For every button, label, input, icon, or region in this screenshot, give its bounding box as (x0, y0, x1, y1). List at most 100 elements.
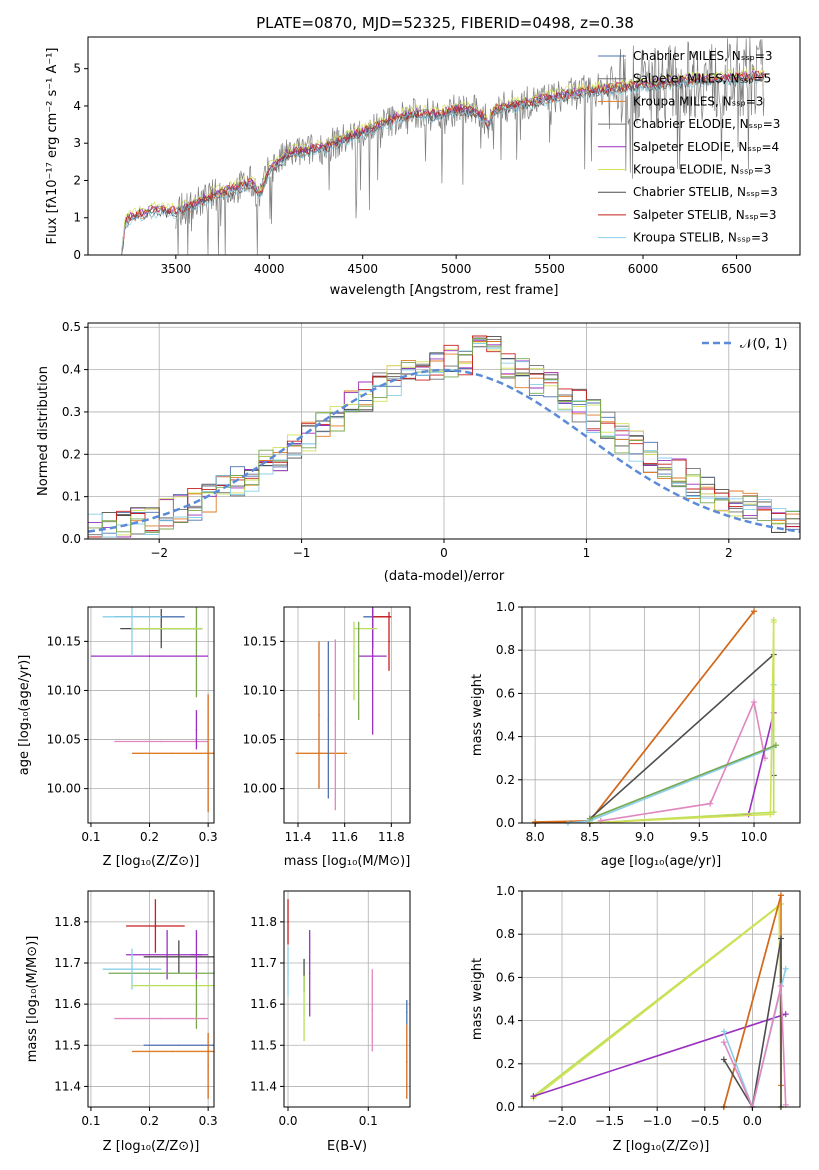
spectrum-xtick-label: 5500 (534, 262, 565, 276)
mass-ebv-panel: 0.0 0.1 11.4 11.5 11.6 11.7 11.8 E(B-V) (250, 890, 411, 1154)
mass-z-point (195, 1003, 198, 1005)
mass-z-xtick-label: 0.2 (140, 1114, 159, 1128)
residual-xtick-label: −2 (150, 546, 168, 560)
age-z-point (207, 752, 209, 755)
residual-xtick-label: −1 (293, 546, 311, 560)
mass-z-xtick-label: 0.3 (199, 1114, 218, 1128)
weight-z-ticks: −2.0 −1.5 −1.0 −0.5 0.0 0.0 0.2 0.4 0.6 0.8 1.0 (496, 884, 762, 1128)
weight-z-xlabel: Z [log₁₀(Z/Z⊙)] (613, 1139, 710, 1154)
weight-age-ytick-label: 0.8 (496, 643, 515, 657)
spectrum-ticks: 3500 4000 4500 5000 5500 6000 6500 0 1 2 3 4 5 (73, 62, 751, 276)
mass-z-point (131, 968, 133, 970)
weight-z-ytick-label: 0.0 (496, 1100, 515, 1114)
age-mass-point (318, 714, 320, 716)
legend-label: Chabrier STELIB, Nₛₛₚ=3 (633, 185, 778, 199)
weight-z-xtick-label: 0.0 (743, 1114, 762, 1128)
residual-xtick-label: 1 (583, 546, 591, 560)
age-z-frame (87, 606, 215, 824)
age-mass-point (327, 719, 330, 721)
mass-z-errorbars (102, 899, 214, 1099)
mass-z-point (172, 984, 174, 987)
weight-z-ytick-label: 0.6 (496, 970, 515, 984)
residual-ytick-label: 0.2 (62, 447, 81, 461)
age-z-ytick-label: 10.00 (47, 782, 81, 796)
mass-ebv-point (287, 921, 289, 923)
weight-age-ytick-label: 0.6 (496, 686, 515, 700)
weight-age-series-line (600, 699, 766, 822)
age-z-xlabel: Z [log₁₀(Z/Z⊙)] (103, 854, 200, 869)
age-z-ylabel: age [log₁₀(age/yr)] (17, 655, 32, 776)
mass-ebv-ytick-label: 11.4 (250, 1079, 277, 1093)
spectrum-ytick-label: 3 (73, 136, 81, 150)
mass-ebv-point (287, 970, 289, 973)
residual-xtick-label: 0 (440, 546, 448, 560)
age-z-panel: 0.1 0.2 0.3 10.00 10.05 10.10 10.15 Z [log₁₀(Z… (17, 606, 218, 869)
mass-z-xtick-label: 0.1 (81, 1114, 100, 1128)
residual-xlabel: (data-model)/error (384, 569, 505, 584)
legend-label: Kroupa ELODIE, Nₛₛₚ=3 (633, 163, 771, 177)
weight-age-series-line (589, 712, 775, 824)
weight-age-xtick-label: 9.5 (690, 830, 709, 844)
mass-ebv-ytick-label: 11.8 (250, 915, 277, 929)
age-z-point (172, 752, 174, 755)
weight-z-ylabel: mass weight (470, 958, 485, 1040)
weight-z-ytick-label: 0.8 (496, 927, 515, 941)
mass-z-point (160, 972, 163, 975)
age-z-point (148, 655, 151, 657)
age-z-ytick-label: 10.15 (47, 634, 81, 648)
weight-z-xtick-label: −1.0 (643, 1114, 672, 1128)
age-mass-panel: 11.4 11.6 11.8 10.00 10.05 10.10 10.15 mass [l… (243, 606, 411, 869)
residual-histograms (87, 335, 801, 539)
weight-z-series-line (723, 985, 787, 1110)
mass-ebv-ytick-label: 11.7 (250, 956, 277, 970)
weight-z-series-line (723, 895, 782, 1108)
spectrum-xtick-label: 3500 (161, 262, 192, 276)
mass-z-ytick-label: 11.6 (54, 997, 81, 1011)
weight-age-ytick-label: 0.0 (496, 816, 515, 830)
mass-z-grid (88, 891, 214, 1107)
mass-ebv-point (303, 1007, 305, 1010)
age-z-xtick-label: 0.2 (140, 830, 159, 844)
mass-ebv-xlabel: E(B-V) (327, 1139, 367, 1154)
weight-z-xtick-label: −0.5 (690, 1114, 719, 1128)
mass-z-ylabel: mass [log₁₀(M/M⊙)] (25, 936, 40, 1063)
age-z-errorbars (90, 607, 214, 813)
legend-label: Kroupa STELIB, Nₛₛₚ=3 (633, 231, 769, 245)
weight-age-series-line (589, 622, 775, 824)
mass-z-ticks: 0.1 0.2 0.3 11.4 11.5 11.6 11.7 11.8 (54, 915, 217, 1128)
age-mass-frame (283, 606, 411, 824)
age-z-point (195, 728, 198, 731)
weight-z-frame (521, 890, 801, 1108)
weight-age-frame (521, 606, 801, 824)
weight-z-ytick-label: 0.2 (496, 1057, 515, 1071)
age-z-point (131, 616, 133, 618)
mass-z-point (172, 1050, 174, 1053)
age-mass-xtick-label: 11.6 (331, 830, 358, 844)
age-z-ticks: 0.1 0.2 0.3 10.00 10.05 10.10 10.15 (47, 634, 218, 844)
age-mass-ytick-label: 10.00 (243, 782, 277, 796)
mass-ebv-point (405, 1060, 408, 1063)
weight-age-ticks: 8.0 8.5 9.0 9.5 10.0 0.0 0.2 0.4 0.6 0.8 1.0 (496, 600, 767, 844)
weight-z-xtick-label: −1.5 (595, 1114, 624, 1128)
mass-ebv-grid (284, 891, 410, 1107)
age-mass-point (353, 660, 355, 662)
spectrum-xtick-label: 6000 (628, 262, 659, 276)
age-mass-point (364, 627, 367, 630)
weight-age-panel: 8.0 8.5 9.0 9.5 10.0 0.0 0.2 0.4 0.6 0.8 1.0 age [… (470, 600, 801, 869)
age-mass-point (371, 655, 374, 657)
residual-ytick-label: 0.4 (62, 363, 81, 377)
weight-age-ylabel: mass weight (470, 674, 485, 756)
residual-ytick-label: 0.0 (62, 532, 81, 546)
legend-label: Salpeter ELODIE, Nₛₛₚ=4 (633, 140, 779, 154)
residual-legend: 𝒩(0, 1) (702, 337, 787, 352)
mass-ebv-point (371, 1009, 374, 1012)
mass-z-frame (87, 890, 215, 1108)
spectrum-ytick-label: 0 (73, 248, 81, 262)
age-z-grid (88, 607, 214, 823)
mass-z-point (207, 1065, 209, 1067)
mass-ebv-frame (283, 890, 411, 1108)
spectrum-title: PLATE=0870, MJD=52325, FIBERID=0498, z=0… (256, 14, 634, 32)
spectrum-xtick-label: 5000 (441, 262, 472, 276)
mass-ebv-xtick-label: 0.1 (359, 1114, 378, 1128)
spectrum-ytick-label: 4 (73, 99, 81, 113)
